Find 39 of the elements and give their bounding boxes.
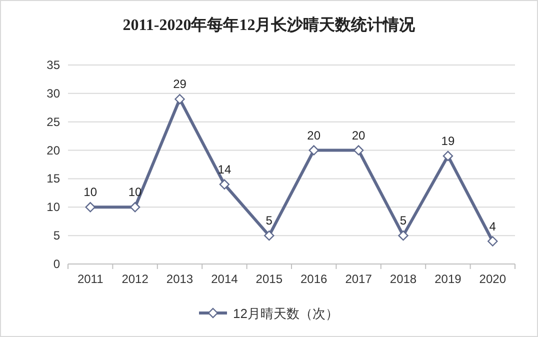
data-label: 19 xyxy=(441,134,455,148)
legend-label: 12月晴天数（次） xyxy=(233,306,338,321)
data-label: 20 xyxy=(307,128,321,142)
data-label: 20 xyxy=(352,128,366,142)
point xyxy=(442,150,454,162)
point xyxy=(264,230,274,241)
point xyxy=(488,236,498,246)
x-tick-label: 2012 xyxy=(122,272,149,286)
point xyxy=(308,145,319,156)
y-tick-label: 10 xyxy=(46,200,60,214)
x-tick-label: 2015 xyxy=(256,272,283,286)
point xyxy=(353,145,364,156)
y-tick-label: 35 xyxy=(46,58,60,72)
x-tick-label: 2016 xyxy=(300,272,328,286)
x-tick-label: 2017 xyxy=(345,272,372,286)
x-tick-label: 2018 xyxy=(390,272,417,286)
data-label: 5 xyxy=(400,214,407,228)
data-label: 4 xyxy=(489,219,496,234)
x-tick-label: 2013 xyxy=(166,272,194,286)
chart-title: 2011-2020年每年12月长沙晴天数统计情况 xyxy=(122,16,416,34)
data-label: 14 xyxy=(218,162,232,176)
data-label: 29 xyxy=(173,77,187,92)
x-tick-label: 2014 xyxy=(211,272,238,286)
y-tick-label: 20 xyxy=(46,143,60,158)
y-tick-label: 25 xyxy=(46,114,60,129)
y-tick-label: 15 xyxy=(46,172,60,186)
x-tick-label: 2020 xyxy=(479,272,506,286)
x-tick-label: 2011 xyxy=(77,272,104,286)
y-tick-label: 0 xyxy=(53,257,60,271)
y-tick-label: 5 xyxy=(53,228,60,243)
point xyxy=(398,230,408,241)
data-label: 10 xyxy=(84,185,98,200)
point xyxy=(130,202,140,212)
point xyxy=(85,202,96,212)
data-label: 5 xyxy=(266,214,273,228)
y-tick-label: 30 xyxy=(46,86,60,100)
point xyxy=(219,179,230,190)
x-tick-label: 2019 xyxy=(434,272,462,286)
point xyxy=(174,94,185,104)
